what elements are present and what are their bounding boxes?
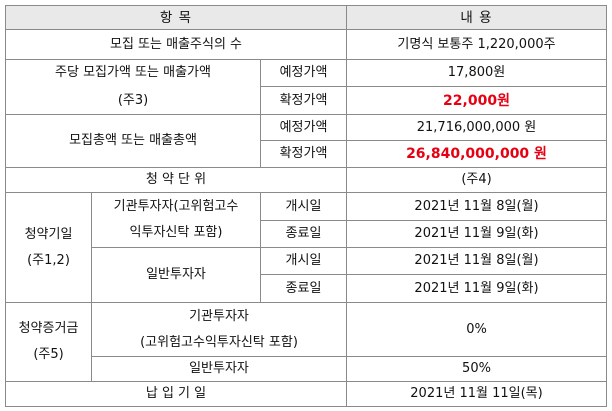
deposit-retail-label: 일반투자자: [91, 356, 347, 382]
deposit-label-line1: 청약증거금: [18, 321, 79, 336]
retail-start-label: 개시일: [260, 247, 347, 275]
price-expected-value: 17,800원: [346, 59, 607, 87]
price-label: 주당 모집가액 또는 매출가액 (주3): [5, 59, 261, 115]
unit-value: (주4): [346, 167, 607, 193]
inst-start-value: 2021년 11월 8일(월): [346, 192, 607, 221]
price-final-value: 22,000원: [346, 86, 607, 115]
deposit-inst-line2: (고위험고수익투자신탁 포함): [140, 334, 298, 350]
deposit-retail-value: 50%: [346, 356, 607, 382]
deposit-label: 청약증거금 (주5): [5, 302, 92, 382]
retail-label: 일반투자자: [91, 247, 261, 303]
inst-label-line2: 익투자신탁 포함): [129, 225, 223, 240]
inst-end-label: 종료일: [260, 220, 347, 248]
deposit-inst-value: 0%: [346, 302, 607, 357]
payment-label: 납 입 기 일: [5, 381, 347, 407]
retail-end-label: 종료일: [260, 274, 347, 303]
sub-date-label-line1: 청약기일: [24, 226, 73, 242]
inst-label-line1: 기관투자자(고위험고수: [113, 199, 239, 214]
retail-end-value: 2021년 11월 9일(화): [346, 274, 607, 303]
total-final-value: 26,840,000,000 원: [346, 140, 607, 168]
price-label-line2: (주3): [117, 93, 149, 108]
total-expected-label: 예정가액: [260, 114, 347, 141]
unit-label: 청 약 단 위: [5, 167, 347, 193]
header-content: 내 용: [346, 5, 607, 30]
sub-date-label: 청약기일 (주1,2): [5, 192, 92, 303]
retail-start-value: 2021년 11월 8일(월): [346, 247, 607, 275]
total-expected-value: 21,716,000,000 원: [346, 114, 607, 141]
inst-start-label: 개시일: [260, 192, 347, 221]
sub-date-label-line2: (주1,2): [27, 252, 70, 268]
shares-label: 모집 또는 매출주식의 수: [5, 29, 347, 60]
price-label-line1: 주당 모집가액 또는 매출가액: [55, 65, 211, 80]
deposit-label-line2: (주5): [33, 347, 64, 362]
deposit-inst-label: 기관투자자 (고위험고수익투자신탁 포함): [91, 302, 347, 357]
total-label: 모집총액 또는 매출총액: [5, 114, 261, 168]
header-item: 항 목: [5, 5, 347, 30]
total-final-label: 확정가액: [260, 140, 347, 168]
deposit-inst-line1: 기관투자자: [189, 308, 249, 324]
payment-value: 2021년 11월 11일(목): [346, 381, 607, 407]
inst-label: 기관투자자(고위험고수 익투자신탁 포함): [91, 192, 261, 248]
inst-end-value: 2021년 11월 9일(화): [346, 220, 607, 248]
price-expected-label: 예정가액: [260, 59, 347, 87]
shares-value: 기명식 보통주 1,220,000주: [346, 29, 607, 60]
price-final-label: 확정가액: [260, 86, 347, 115]
